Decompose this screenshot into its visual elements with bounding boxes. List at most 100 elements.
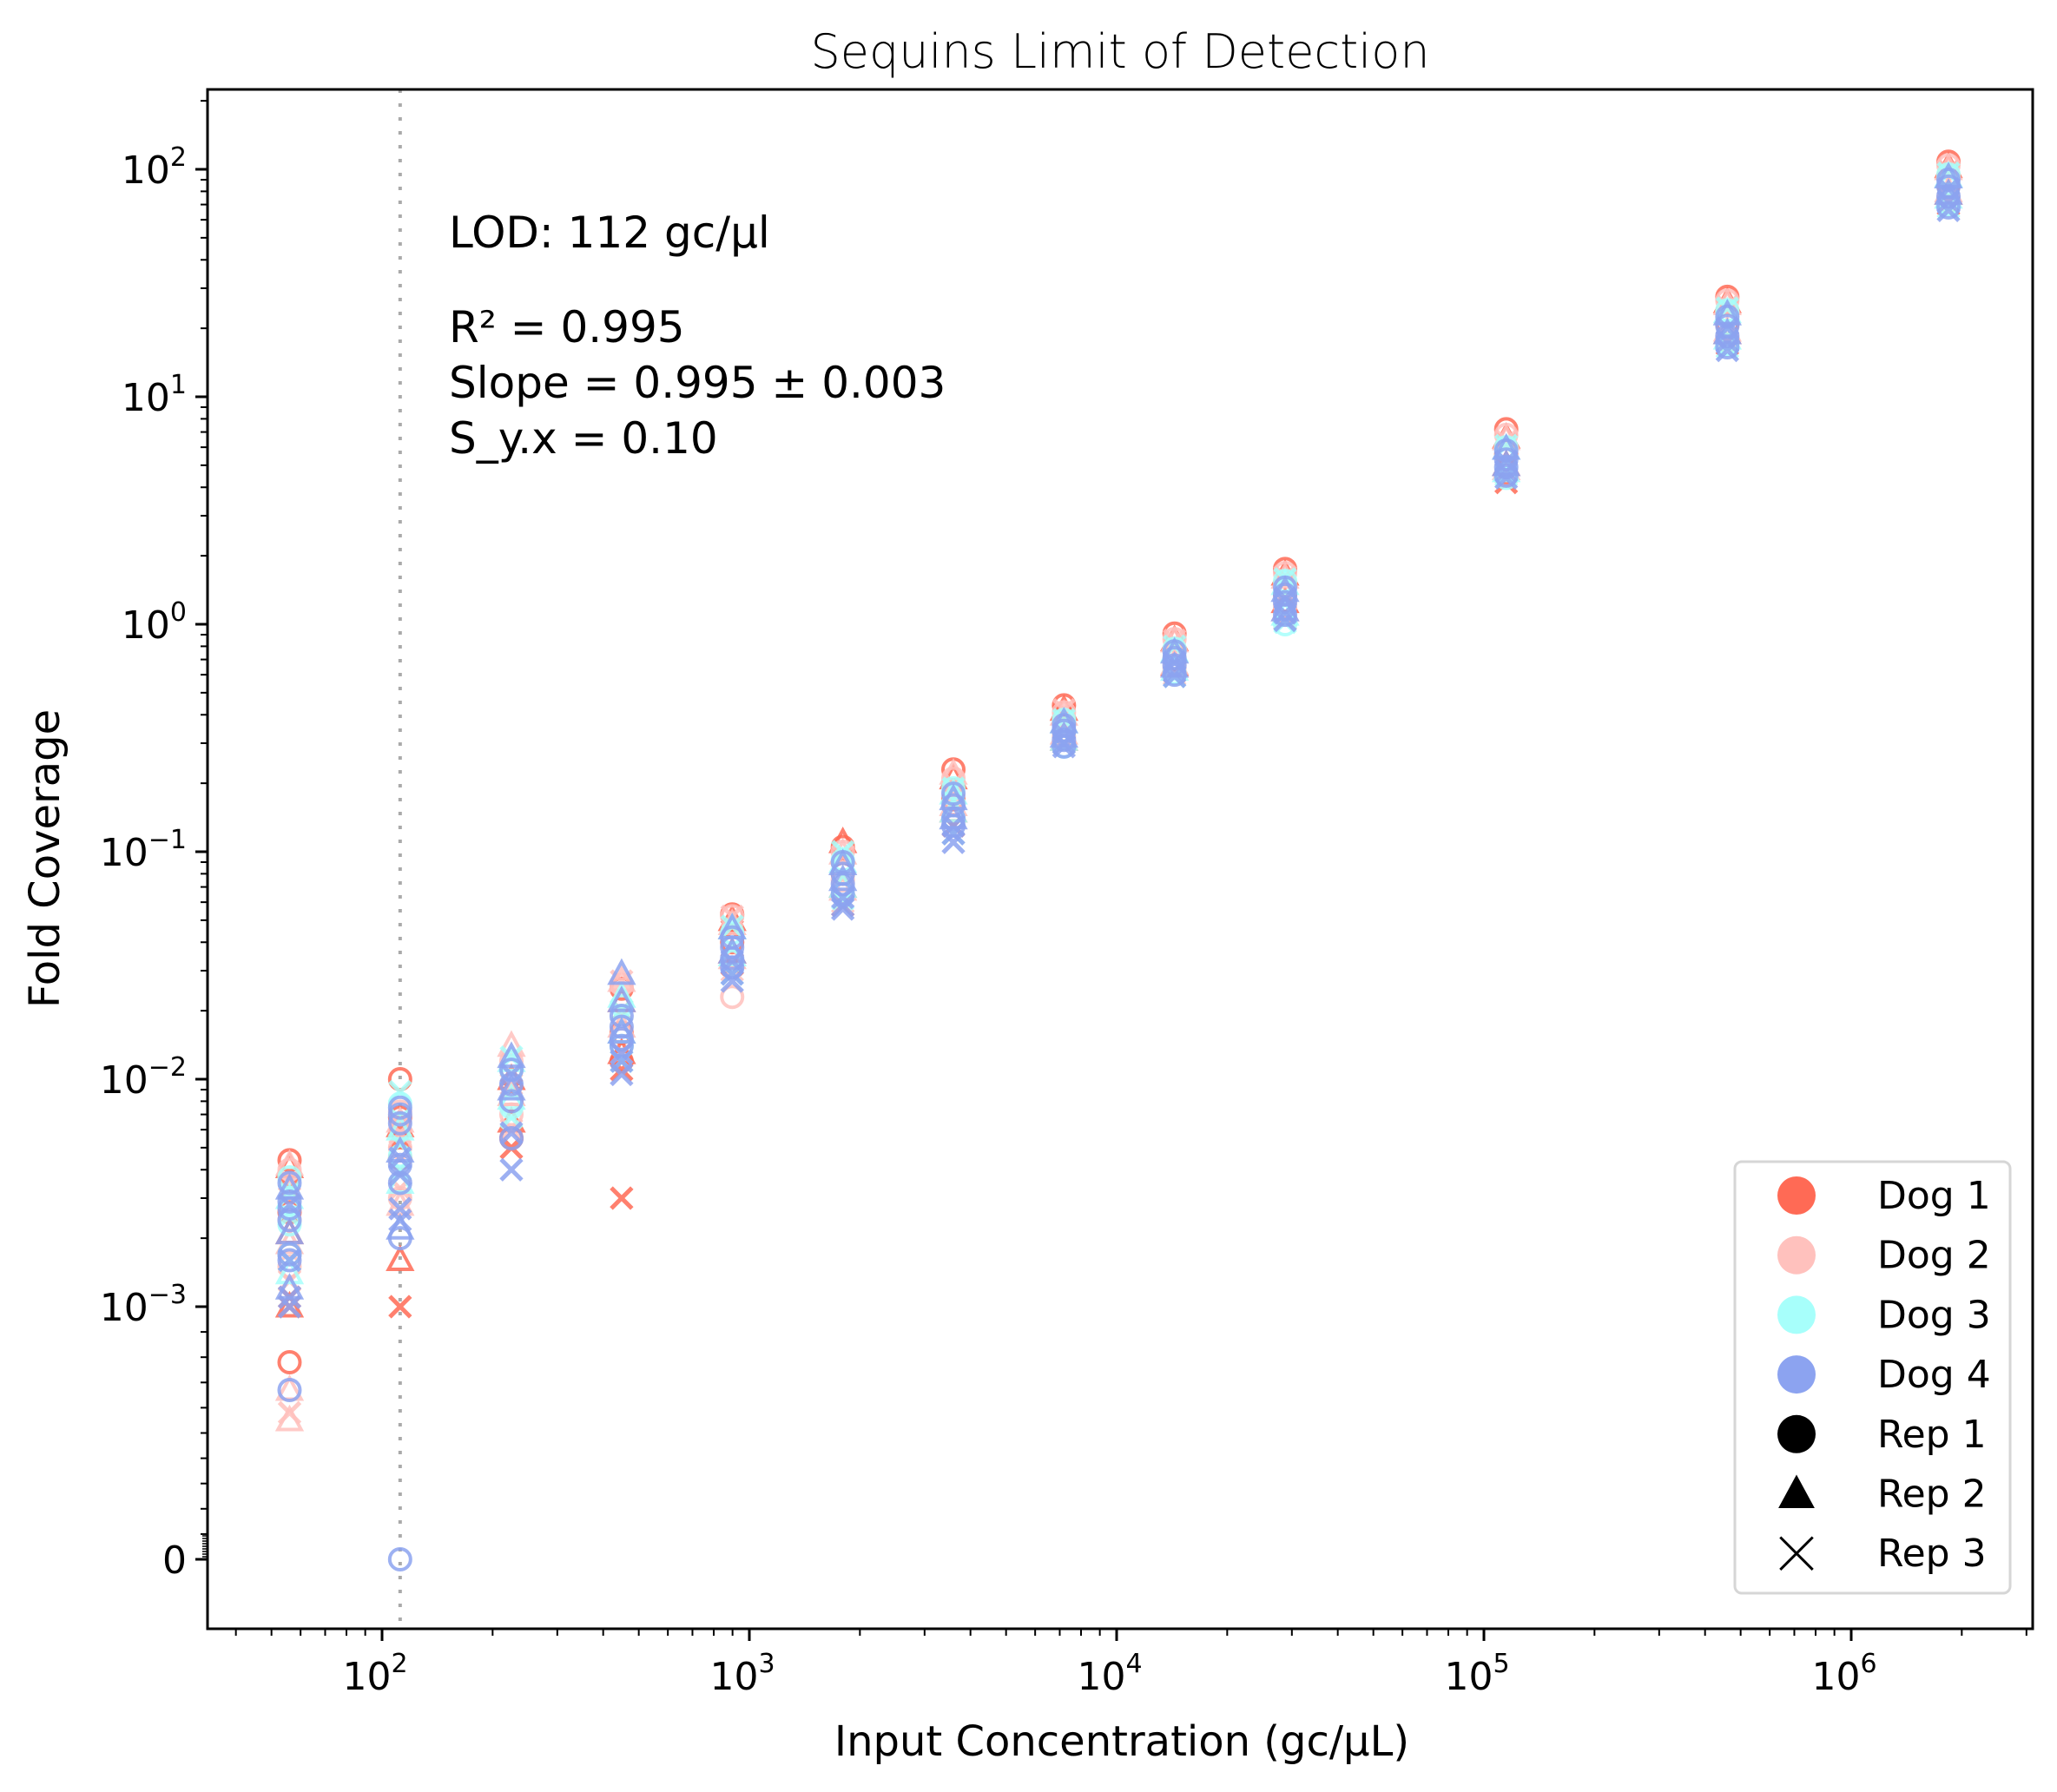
data-point <box>277 1248 302 1273</box>
legend-marker-rep-1 <box>1777 1414 1816 1453</box>
data-point <box>610 1041 634 1065</box>
x-tick-label: 103 <box>709 1649 775 1699</box>
data-point <box>388 1295 412 1319</box>
legend-label: Dog 1 <box>1877 1174 1991 1218</box>
y-tick-label: 10−3 <box>100 1280 187 1330</box>
data-point <box>1494 465 1519 491</box>
legend-marker-dog-3 <box>1777 1295 1816 1334</box>
legend-marker-rep-3 <box>1779 1536 1814 1571</box>
x-tick-label: 102 <box>342 1649 407 1699</box>
data-point <box>1492 432 1521 460</box>
y-tick-label: 10−1 <box>100 825 187 875</box>
x-stroke <box>277 1295 302 1319</box>
data-point <box>1163 664 1187 688</box>
x-stroke <box>1715 338 1740 363</box>
data-point <box>277 1285 302 1309</box>
x-stroke <box>277 1285 302 1309</box>
data-point <box>274 1217 305 1245</box>
data-point <box>1936 189 1961 214</box>
data-point <box>277 1350 302 1375</box>
x-stroke <box>610 1041 634 1065</box>
x-stroke <box>1715 329 1740 353</box>
y-axis-ticks: 102 101 100 10−1 10−2 10−3 0 <box>100 100 208 1583</box>
data-point <box>1052 731 1077 755</box>
x-stroke <box>277 1193 302 1217</box>
data-point <box>388 1163 412 1187</box>
data-point <box>607 985 636 1012</box>
x-stroke <box>610 1186 634 1210</box>
x-stroke <box>499 1121 524 1145</box>
x-stroke <box>1936 198 1961 222</box>
data-point <box>941 821 966 846</box>
data-point <box>1494 459 1519 484</box>
x-stroke <box>499 1157 524 1182</box>
plot-frame <box>206 88 2034 1631</box>
y-axis-label: Fold Coverage <box>21 709 69 1008</box>
x-stroke <box>941 821 966 846</box>
data-point <box>720 955 745 980</box>
x-stroke <box>388 1208 412 1233</box>
data-point <box>277 1378 302 1403</box>
x-stroke <box>1936 189 1961 214</box>
data-point <box>831 897 855 921</box>
annotation-lod: LOD: 112 gc/µl <box>449 208 770 258</box>
data-point <box>277 1248 302 1273</box>
data-point <box>720 985 745 1010</box>
data-point <box>1052 728 1077 753</box>
x-stroke <box>1163 659 1187 684</box>
legend-marker-dog-1 <box>1777 1176 1816 1215</box>
legend-label: Rep 2 <box>1877 1472 1987 1517</box>
x-axis-ticks: 102 103 104 105 106 <box>234 1629 2027 1699</box>
x-stroke <box>277 1400 302 1425</box>
data-point <box>1273 608 1297 633</box>
legend-label: Rep 1 <box>1877 1413 1987 1457</box>
data-point <box>720 969 744 993</box>
annotations: LOD: 112 gc/µl R² = 0.995 Slope = 0.995 … <box>449 208 946 464</box>
data-point <box>277 1208 302 1233</box>
data-point <box>1715 335 1740 360</box>
data-point <box>387 1110 412 1136</box>
data-point <box>386 1244 415 1272</box>
data-point <box>831 893 855 918</box>
x-stroke <box>1052 735 1077 759</box>
data-point <box>1715 329 1740 353</box>
data-point <box>274 1172 305 1200</box>
data-point <box>277 1295 302 1319</box>
x-stroke <box>831 897 855 921</box>
x-stroke <box>388 1163 412 1187</box>
legend-marker-rep-2 <box>1778 1474 1815 1508</box>
data-point <box>499 1121 524 1145</box>
x-stroke <box>610 1062 634 1087</box>
x-tick-label: 105 <box>1444 1649 1509 1699</box>
x-stroke <box>1163 664 1187 688</box>
data-point <box>941 830 966 854</box>
data-point <box>274 1257 305 1285</box>
data-point <box>387 1102 412 1127</box>
data-point <box>387 1095 412 1120</box>
x-stroke <box>941 830 966 854</box>
legend-marker-dog-4 <box>1777 1355 1816 1394</box>
y-tick-label: 100 <box>122 597 187 648</box>
legend: Dog 1 Dog 2 Dog 3 Dog 4 Rep 1 Rep 2 Rep 3 <box>1733 1160 2012 1595</box>
data-point <box>1936 194 1961 220</box>
data-point <box>387 1547 412 1571</box>
data-point <box>720 962 744 986</box>
x-stroke <box>720 962 744 986</box>
x-stroke <box>1273 608 1297 633</box>
data-point <box>277 1170 302 1196</box>
legend-label: Dog 4 <box>1877 1353 1991 1397</box>
y-tick-label: 0 <box>162 1538 187 1583</box>
y-tick-label: 102 <box>122 142 187 193</box>
x-stroke <box>388 1295 412 1319</box>
data-point <box>498 1126 524 1151</box>
x-stroke <box>1052 731 1077 755</box>
x-stroke <box>1779 1536 1814 1571</box>
data-point <box>609 1003 634 1028</box>
x-tick-label: 106 <box>1811 1649 1876 1699</box>
x-axis-label: Input Concentration (gc/μL) <box>834 1717 1409 1766</box>
data-point <box>277 1193 302 1217</box>
legend-label: Rep 3 <box>1877 1532 1987 1576</box>
data-point <box>607 1017 636 1044</box>
